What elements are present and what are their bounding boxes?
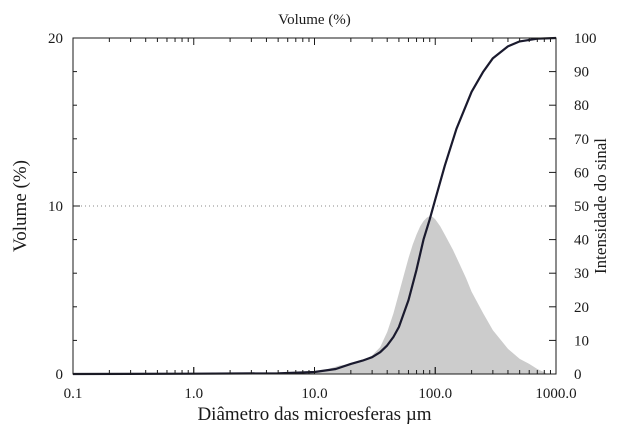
x-tick-label: 100.0: [418, 386, 452, 402]
x-axis-label: Diâmetro das microesferas µm: [197, 404, 431, 425]
y-left-tick-label: 0: [56, 367, 64, 383]
y-right-tick-label: 70: [574, 132, 589, 148]
y-axis-right-label: Intensidade do sinal: [591, 138, 610, 274]
y-right-tick-label: 90: [574, 65, 589, 81]
y-axis-left-label: Volume (%): [10, 160, 31, 252]
signal-curve-layer: [72, 36, 557, 376]
y-right-tick-label: 80: [574, 98, 589, 114]
y-right-tick-label: 100: [574, 31, 597, 47]
y-right-tick-label: 50: [574, 199, 589, 215]
x-tick-label: 1000.0: [535, 386, 576, 402]
y-right-tick-label: 10: [574, 333, 589, 349]
x-tick-label: 10.0: [301, 386, 327, 402]
tick-labels: 0.1 1.0 10.0 100.0 1000.0 0 10 20 0 10 20 30 40 50 60 7…: [48, 31, 597, 402]
volume-distribution-area: [302, 216, 548, 374]
y-left-tick-label: 20: [48, 31, 63, 47]
y-right-tick-label: 30: [574, 266, 589, 282]
y-right-tick-label: 0: [574, 367, 582, 383]
y-right-tick-label: 60: [574, 165, 589, 181]
x-tick-label: 0.1: [64, 386, 83, 402]
x-tick-label: 1.0: [184, 386, 203, 402]
y-right-tick-label: 20: [574, 300, 589, 316]
chart-title: Volume (%): [278, 12, 351, 28]
y-left-tick-label: 10: [48, 199, 63, 215]
y-right-tick-label: 40: [574, 233, 589, 249]
signal-intensity-curve: [72, 36, 557, 376]
tick-marks: [72, 37, 557, 375]
volume-area-layer: [302, 216, 548, 374]
